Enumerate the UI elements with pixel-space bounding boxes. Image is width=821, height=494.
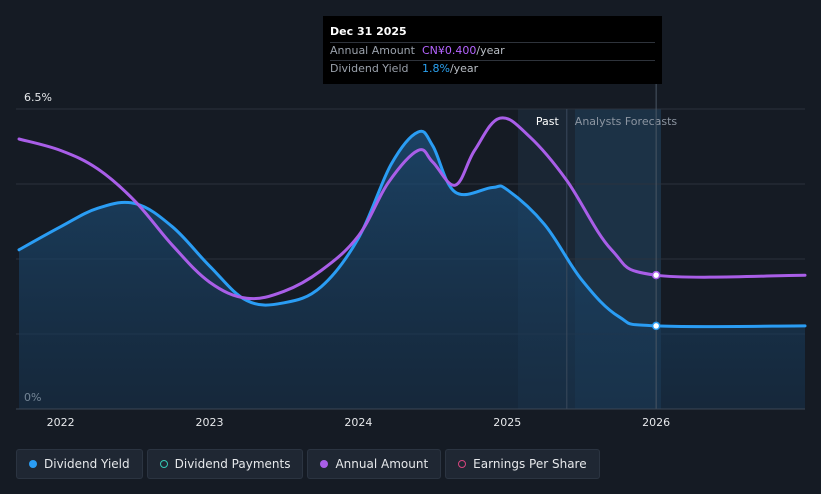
legend-dividend-payments[interactable]: Dividend Payments <box>146 449 304 479</box>
x-tick-label: 2023 <box>196 416 224 429</box>
dividend-yield-line <box>17 129 807 329</box>
tooltip-row-yield: Dividend Yield 1.8% /year <box>330 60 655 78</box>
dividend-yield-marker <box>651 321 661 331</box>
legend: Dividend Yield Dividend Payments Annual … <box>16 449 600 481</box>
legend-label: Dividend Payments <box>174 457 291 471</box>
x-tick-label: 2022 <box>47 416 75 429</box>
legend-label: Earnings Per Share <box>473 457 587 471</box>
forecast-label: Analysts Forecasts <box>575 115 678 128</box>
legend-ring-icon <box>458 460 467 468</box>
tooltip: Dec 31 2025 Annual Amount CN¥0.400 /year… <box>323 16 662 84</box>
legend-label: Dividend Yield <box>44 457 130 471</box>
dividend-yield-area <box>19 131 805 409</box>
x-tick-label: 2026 <box>642 416 670 429</box>
tooltip-label: Annual Amount <box>330 44 415 57</box>
tooltip-date: Dec 31 2025 <box>330 25 407 38</box>
tooltip-label: Dividend Yield <box>330 62 409 75</box>
tooltip-value: 1.8% <box>422 62 450 75</box>
tooltip-value: CN¥0.400 <box>422 44 477 57</box>
y-tick-label: 6.5% <box>24 91 52 104</box>
tooltip-unit: /year <box>476 44 505 57</box>
x-tick-label: 2025 <box>493 416 521 429</box>
past-label: Past <box>536 115 560 128</box>
legend-label: Annual Amount <box>335 457 429 471</box>
tooltip-unit: /year <box>449 62 479 75</box>
legend-dot-icon <box>29 460 37 468</box>
legend-dividend-yield[interactable]: Dividend Yield <box>16 449 143 479</box>
annual-amount-marker <box>651 270 661 280</box>
legend-ring-icon <box>159 460 168 468</box>
legend-annual-amount[interactable]: Annual Amount <box>307 449 442 479</box>
annual-amount-line <box>17 116 807 301</box>
legend-dot-icon <box>320 460 329 468</box>
x-tick-label: 2024 <box>344 416 372 429</box>
tooltip-row-annual: Annual Amount CN¥0.400 /year <box>330 42 655 60</box>
legend-earnings-per-share[interactable]: Earnings Per Share <box>445 449 600 479</box>
dividend-chart: 6.5%0% Past Analysts Forecasts 202220232… <box>16 16 807 429</box>
